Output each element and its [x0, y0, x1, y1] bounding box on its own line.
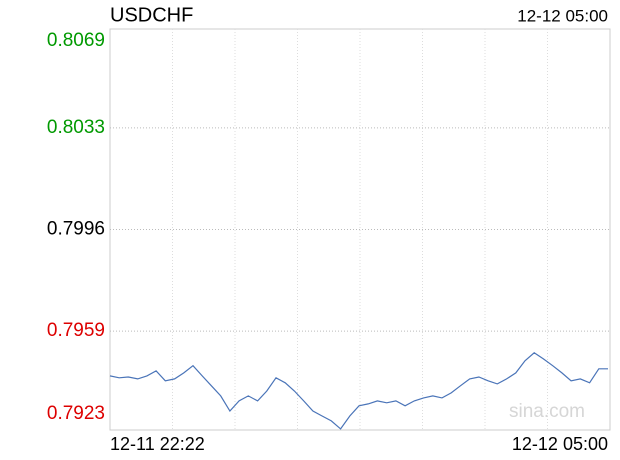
chart-title: USDCHF	[110, 4, 193, 26]
y-tick-label: 0.7923	[47, 403, 105, 424]
watermark: sina.com	[509, 401, 585, 422]
x-tick-label: 12-11 22:22	[110, 434, 205, 454]
y-tick-label: 0.8033	[47, 117, 105, 138]
time-label: 12-12 05:00	[517, 6, 608, 25]
x-tick-label: 12-12 05:00	[512, 434, 608, 454]
price-line	[109, 352, 608, 430]
y-tick-label: 0.7959	[47, 320, 105, 341]
y-tick-label: 0.7996	[47, 219, 105, 240]
y-tick-label: 0.8069	[47, 30, 105, 51]
